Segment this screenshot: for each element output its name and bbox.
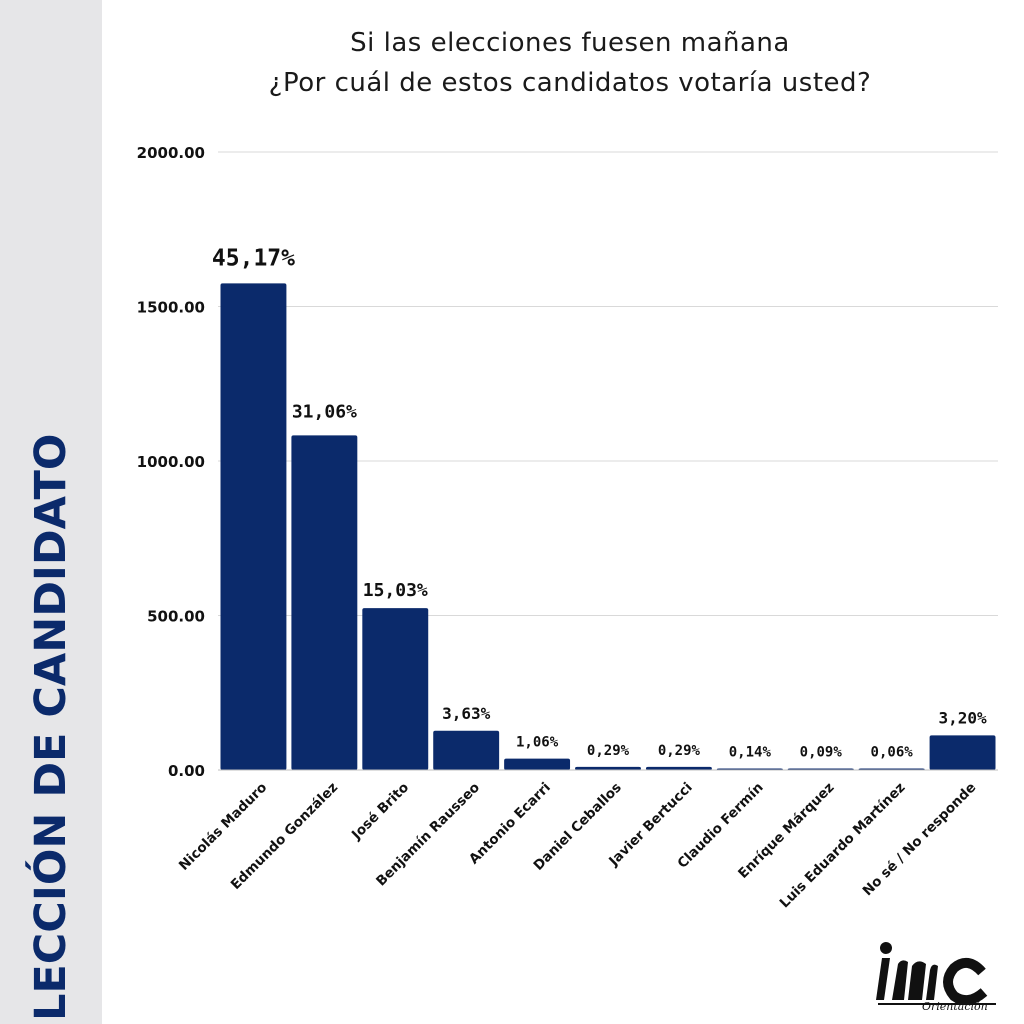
bar (504, 758, 571, 770)
data-label: 1,06% (516, 735, 559, 751)
bar (433, 730, 500, 770)
y-tick-label: 1500.00 (137, 299, 205, 317)
category-label: No sé / No responde (860, 780, 980, 900)
data-label: 0,09% (800, 745, 843, 761)
data-label: 0,14% (729, 744, 772, 760)
y-tick-label: 1000.00 (137, 453, 205, 471)
y-tick-label: 0.00 (168, 762, 205, 780)
category-label: José Brito (348, 780, 412, 844)
chart-title-line-2: ¿Por cuál de estos candidatos votaría us… (268, 68, 872, 98)
y-tick-label: 500.00 (147, 608, 205, 626)
bar (645, 766, 712, 770)
chart-title-line-1: Si las elecciones fuesen mañana (350, 28, 790, 58)
data-label: 0,06% (871, 745, 914, 761)
data-label: 0,29% (658, 743, 701, 759)
bar (575, 766, 641, 770)
data-label: 31,06% (292, 401, 357, 422)
bar (929, 735, 996, 770)
imc-logo (876, 942, 996, 1006)
bar (362, 608, 429, 770)
y-tick-label: 2000.00 (137, 144, 205, 162)
bar (291, 435, 358, 770)
data-label: 0,29% (587, 743, 630, 759)
data-label: 3,20% (938, 708, 987, 727)
data-label: 45,17% (212, 245, 295, 271)
bar (220, 283, 287, 770)
data-label: 3,63% (442, 704, 491, 723)
side-strip (0, 0, 102, 1024)
data-label: 15,03% (363, 580, 428, 601)
logo-subtitle: Orientación (922, 1000, 988, 1013)
category-label: Luis Eduardo Martínez (777, 779, 909, 911)
